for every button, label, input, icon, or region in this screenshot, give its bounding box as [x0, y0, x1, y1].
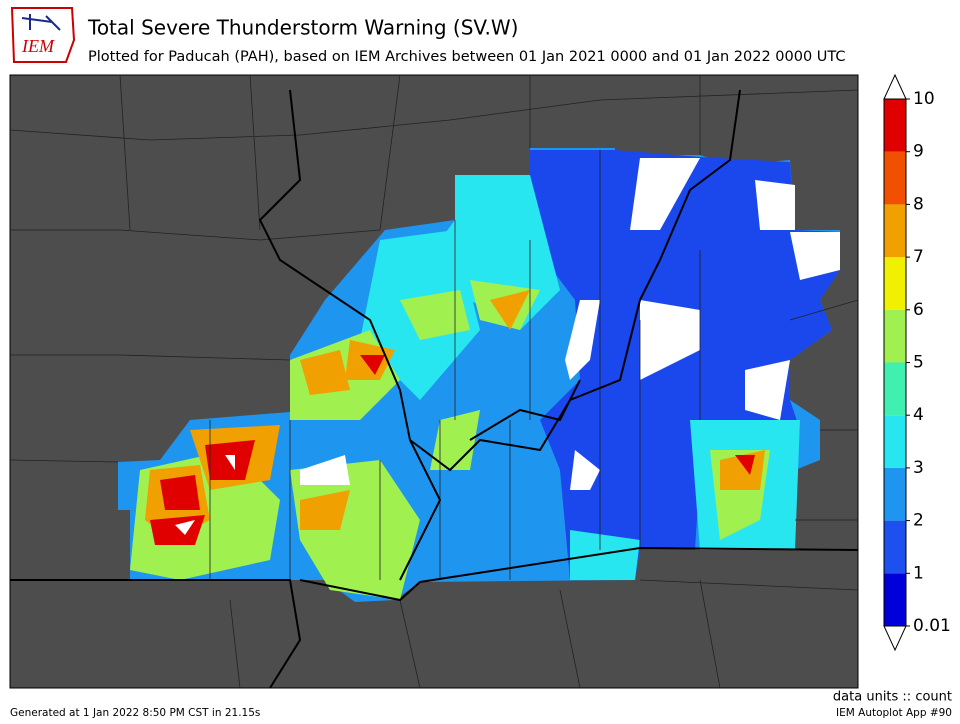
- colorbar-tick-label: 10: [913, 89, 935, 109]
- map: [9, 74, 859, 689]
- logo: IEM: [10, 7, 76, 63]
- colorbar-segment: [884, 99, 906, 152]
- title: Total Severe Thunderstorm Warning (SV.W): [87, 16, 518, 40]
- app-label: IEM Autoplot App #90: [836, 707, 952, 719]
- colorbar: 0.01 1 2 3 4 5 6 7 8 9 10: [883, 73, 951, 652]
- colorbar-segment: [884, 573, 906, 626]
- colorbar-tick-label: 8: [913, 194, 924, 214]
- colorbar-tick-label: 4: [913, 405, 924, 425]
- colorbar-tick-label: 0.01: [913, 616, 951, 636]
- colorbar-tick-label: 3: [913, 458, 924, 478]
- colorbar-tick-label: 9: [913, 142, 924, 162]
- generated-note: Generated at 1 Jan 2022 8:50 PM CST in 2…: [10, 707, 260, 719]
- colorbar-tick-label: 1: [913, 563, 924, 583]
- colorbar-segment: [884, 520, 906, 574]
- units-label: data units :: count: [833, 690, 952, 705]
- colorbar-segment: [884, 362, 906, 416]
- colorbar-segment: [884, 415, 906, 468]
- colorbar-segment: [884, 467, 906, 521]
- colorbar-tick-label: 6: [913, 300, 924, 320]
- logo-text: IEM: [21, 36, 55, 56]
- subtitle: Plotted for Paducah (PAH), based on IEM …: [88, 49, 846, 65]
- colorbar-segment: [884, 309, 906, 363]
- colorbar-segment: [884, 257, 906, 310]
- colorbar-tick-label: 5: [913, 353, 924, 373]
- colorbar-segment: [884, 151, 906, 205]
- colorbar-tick-label: 7: [913, 247, 924, 267]
- colorbar-tick-label: 2: [913, 511, 924, 531]
- colorbar-segment: [884, 204, 906, 258]
